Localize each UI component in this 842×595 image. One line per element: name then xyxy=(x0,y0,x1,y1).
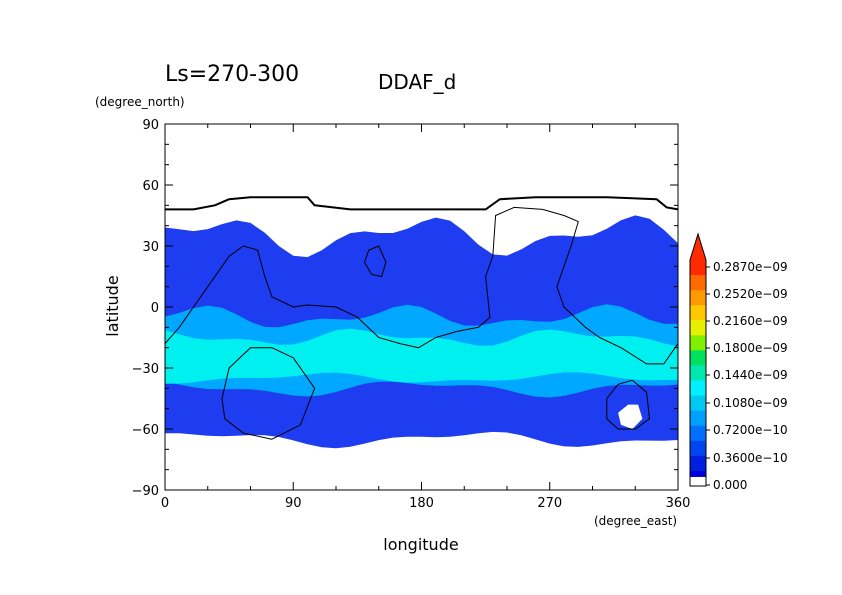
x-tick-label: 90 xyxy=(285,496,302,511)
x-tick-label: 180 xyxy=(409,496,434,511)
colorbar-segment xyxy=(690,260,706,276)
colorbar-segment xyxy=(690,290,706,306)
colorbar-zero-segment xyxy=(690,476,706,486)
colorbar-segment xyxy=(690,380,706,397)
colorbar-segment xyxy=(690,350,706,366)
colorbar-segment xyxy=(690,425,706,442)
colorbar-label: 0.3600e−10 xyxy=(713,451,788,465)
y-tick-label: −60 xyxy=(132,423,159,438)
x-axis-label: longitude xyxy=(383,535,458,554)
contour-southern-basin xyxy=(221,347,316,440)
colorbar-segment xyxy=(690,365,706,382)
y-axis-label: latitude xyxy=(103,275,122,336)
colorbar-label: 0.1440e−09 xyxy=(713,368,788,382)
colorbar-segment xyxy=(690,410,706,427)
contour-continent-boundary xyxy=(164,206,679,365)
colorbar-label: 0.2870e−09 xyxy=(713,260,788,274)
colorbar-segment xyxy=(690,440,706,457)
colorbar: 0.2870e−09 0.2520e−09 0.2160e−09 0.1800e−09… xyxy=(689,232,788,492)
y-tick-label: 60 xyxy=(142,179,159,194)
y-tick-label: 90 xyxy=(142,118,159,133)
y-tick-label: −90 xyxy=(132,484,159,499)
x-axis-units: (degree_east) xyxy=(594,514,677,528)
colorbar-label: 0.2160e−09 xyxy=(713,314,788,328)
field-hole-white-patch xyxy=(618,404,643,429)
chart-subtitle: Ls=270-300 xyxy=(165,62,299,87)
colorbar-segment xyxy=(690,275,706,291)
y-tick-label: 30 xyxy=(142,240,159,255)
field-band-peak-band xyxy=(165,328,678,384)
colorbar-label: 0.7200e−10 xyxy=(713,423,788,437)
colorbar-label: 0.000 xyxy=(713,478,747,492)
axes: 0 90 180 270 360 90 60 30 0 −30 −60 −90 xyxy=(132,118,691,511)
colorbar-segment xyxy=(690,395,706,412)
colorbar-extend-arrow xyxy=(690,234,706,260)
x-tick-label: 360 xyxy=(666,496,691,511)
colorbar-label: 0.1080e−09 xyxy=(713,396,788,410)
contour-north-edge xyxy=(165,196,679,211)
heatmap-field xyxy=(165,215,678,449)
contour-small-island xyxy=(364,245,387,277)
contour-southeast-loop xyxy=(606,379,650,430)
colorbar-segment xyxy=(690,305,706,321)
x-tick-label: 0 xyxy=(161,496,169,511)
colorbar-segment xyxy=(690,335,706,351)
contour-lines xyxy=(164,196,679,440)
colorbar-label: 0.2520e−09 xyxy=(713,287,788,301)
y-tick-label: −30 xyxy=(132,362,159,377)
chart-title: DDAF_d xyxy=(378,70,456,94)
y-axis-units: (degree_north) xyxy=(95,95,185,109)
colorbar-label: 0.1800e−09 xyxy=(713,341,788,355)
colorbar-segment xyxy=(690,455,706,472)
x-tick-label: 270 xyxy=(537,496,562,511)
colorbar-segment xyxy=(690,320,706,336)
colorbar-frame xyxy=(689,232,707,487)
y-tick-label: 0 xyxy=(151,301,159,316)
